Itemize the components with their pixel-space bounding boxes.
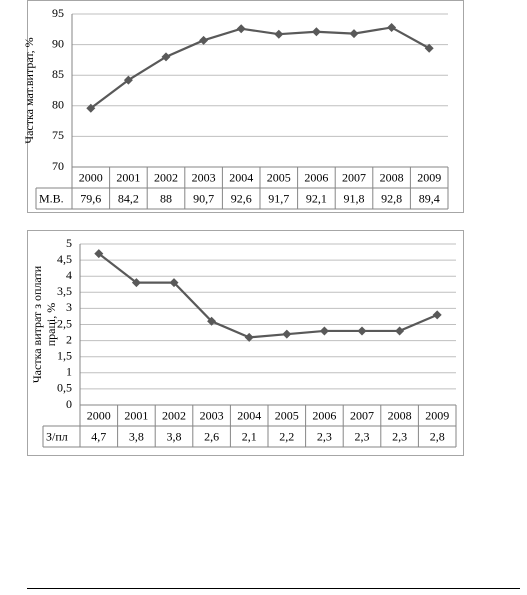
value-label: 79,6 [80,191,101,205]
x-tick-label: 2009 [417,170,441,184]
y-tick-label: 85 [52,67,64,81]
value-label: 92,8 [381,191,402,205]
x-tick-label: 2008 [388,408,412,422]
point-marker [395,326,405,336]
value-label: 88 [160,191,172,205]
y-tick-label: 0,5 [57,381,72,395]
y-tick-label: 5 [66,236,72,250]
point-marker [282,329,292,339]
value-label: 3,8 [129,429,144,443]
y-tick-label: 2,5 [57,316,72,330]
x-tick-label: 2009 [425,408,449,422]
x-tick-label: 2007 [350,408,374,422]
point-marker [432,310,442,320]
value-label: 2,6 [204,429,219,443]
y-tick-label: 70 [52,159,64,173]
series-name: З/пл [46,429,68,443]
value-label: 2,3 [392,429,407,443]
value-label: 4,7 [91,429,106,443]
point-marker [357,326,367,336]
x-tick-label: 2005 [275,408,299,422]
x-tick-label: 2002 [162,408,186,422]
value-label: 92,6 [231,191,252,205]
point-marker [169,278,179,288]
point-marker [236,24,246,34]
point-marker [123,75,133,85]
point-marker [199,35,209,45]
y-tick-label: 4 [66,268,72,282]
series-name: М.В. [39,191,64,205]
x-tick-label: 2004 [237,408,261,422]
point-marker [86,103,96,113]
point-marker [131,278,141,288]
y-tick-label: 1,5 [57,348,72,362]
value-label: 90,7 [193,191,214,205]
value-label: 92,1 [306,191,327,205]
point-marker [424,43,434,53]
value-label: 91,8 [344,191,365,205]
value-label: 91,7 [268,191,289,205]
y-tick-label: 2 [66,332,72,346]
y-tick-label: 80 [52,98,64,112]
x-tick-label: 2001 [124,408,148,422]
x-tick-label: 2008 [380,170,404,184]
point-marker [244,332,254,342]
y-tick-label: 95 [52,6,64,20]
series-line [90,26,430,110]
x-tick-label: 2006 [312,408,336,422]
point-marker [274,29,284,39]
x-tick-label: 2006 [304,170,328,184]
chart-frame [27,0,464,213]
x-tick-label: 2003 [192,170,216,184]
series-line [98,252,438,339]
point-marker [311,27,321,37]
value-label: 3,8 [167,429,182,443]
x-tick-label: 2000 [87,408,111,422]
point-marker [207,316,217,326]
y-tick-label: 0 [66,397,72,411]
value-label: 2,3 [355,429,370,443]
y-tick-label: 3 [66,300,72,314]
value-label: 84,2 [118,191,139,205]
point-marker [387,22,397,32]
y-tick-label: 4,5 [57,252,72,266]
y-axis-label: Частка витрат з оплати [30,265,44,383]
y-axis-label: праці, % [44,303,58,347]
x-tick-label: 2005 [267,170,291,184]
point-marker [161,52,171,62]
value-label: 89,4 [419,191,440,205]
x-tick-label: 2007 [342,170,366,184]
x-tick-label: 2004 [229,170,253,184]
value-label: 2,1 [242,429,257,443]
value-label: 2,3 [317,429,332,443]
point-marker [319,326,329,336]
value-label: 2,2 [279,429,294,443]
x-tick-label: 2001 [116,170,140,184]
y-tick-label: 90 [52,36,64,50]
y-tick-label: 75 [52,128,64,142]
y-tick-label: 3,5 [57,284,72,298]
x-tick-label: 2000 [79,170,103,184]
value-label: 2,8 [430,429,445,443]
y-tick-label: 1 [66,365,72,379]
y-axis-label: Частка мат.витрат, % [22,37,36,143]
point-marker [349,29,359,39]
chart-frame [27,230,464,456]
point-marker [94,249,104,259]
x-tick-label: 2003 [200,408,224,422]
x-tick-label: 2002 [154,170,178,184]
